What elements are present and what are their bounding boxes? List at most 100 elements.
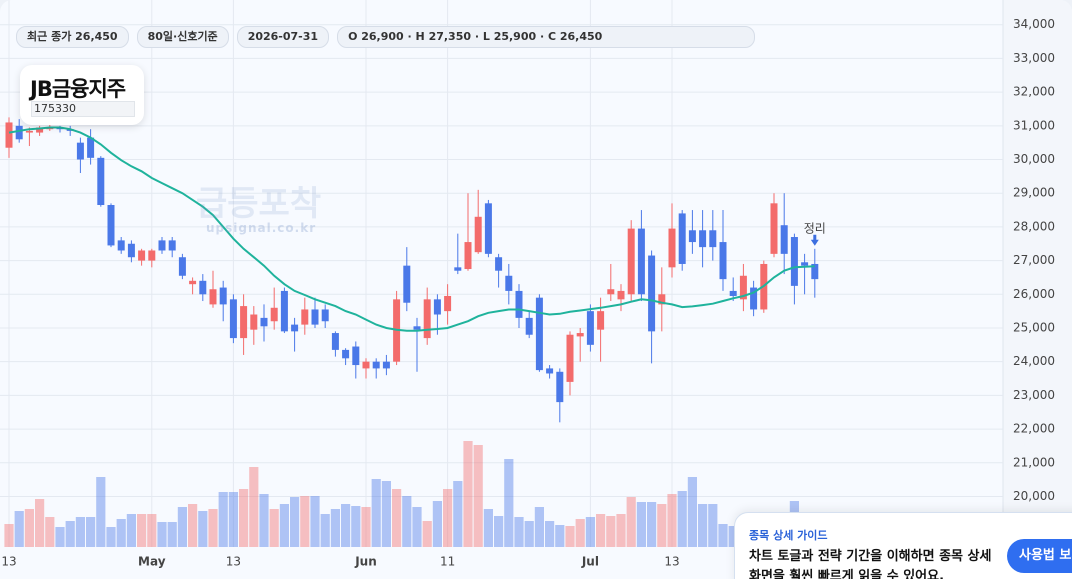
- candle-body: [566, 334, 574, 382]
- candle-body: [454, 267, 462, 271]
- y-tick-label: 29,000: [1013, 186, 1055, 200]
- volume-bar: [626, 497, 636, 547]
- volume-bar: [534, 507, 544, 547]
- annotation-arrow: [810, 234, 819, 246]
- stock-name: JB금융지주: [30, 77, 126, 101]
- volume-bar: [647, 502, 657, 547]
- candle-body: [107, 205, 115, 246]
- volume-bar: [65, 521, 75, 547]
- volume-bar: [636, 502, 646, 547]
- x-tick-label: 11: [440, 555, 455, 569]
- candle-body: [260, 317, 268, 327]
- volume-bar: [504, 459, 514, 547]
- volume-bar: [147, 514, 157, 547]
- candle-body: [209, 289, 217, 305]
- candle-body: [189, 280, 197, 285]
- candle-body: [97, 157, 105, 206]
- volume-bar: [728, 526, 738, 547]
- volume-bar: [86, 517, 96, 547]
- candle-body: [668, 228, 676, 268]
- candle-body: [750, 287, 758, 310]
- guide-popup: 종목 상세 가이드 차트 토글과 전략 기간을 이해하면 종목 상세 화면을 훨…: [734, 512, 1072, 579]
- candle-body: [464, 242, 472, 270]
- candle-body: [678, 213, 686, 264]
- candle-body: [342, 349, 350, 359]
- y-tick-label: 22,000: [1013, 422, 1055, 436]
- volume-bar: [494, 516, 504, 547]
- volume-bar: [228, 492, 238, 547]
- candle-body: [474, 216, 482, 253]
- candle-body: [423, 299, 431, 339]
- volume-bar: [269, 509, 279, 547]
- volume-bar: [361, 507, 371, 547]
- guide-text: 화면을 훨씬 빠르게 읽을 수 있어요.: [749, 569, 945, 579]
- volume-bar: [188, 504, 198, 547]
- volume-bar: [14, 511, 24, 547]
- candle-body: [729, 290, 737, 296]
- candle-body: [15, 125, 23, 140]
- candle-body: [321, 309, 329, 322]
- volume-bar: [218, 492, 228, 547]
- candle-body: [76, 142, 84, 160]
- volume-bar: [75, 517, 85, 547]
- volume-bar: [616, 514, 626, 547]
- volume-bar: [55, 527, 65, 547]
- candle-body: [36, 127, 44, 133]
- candle-body: [250, 314, 258, 330]
- volume-bar: [45, 517, 55, 547]
- candle-body: [403, 265, 411, 303]
- candle-body: [739, 275, 747, 300]
- volume-bar: [606, 516, 616, 547]
- candle-body: [168, 240, 176, 251]
- y-tick-label: 33,000: [1013, 51, 1055, 65]
- volume-bar: [677, 491, 687, 547]
- volume-bar: [718, 524, 728, 547]
- volume-bar: [116, 519, 126, 547]
- volume-bar: [351, 506, 361, 547]
- candle-body: [607, 289, 615, 295]
- moving-average: [8, 126, 815, 332]
- candle-body: [444, 295, 452, 312]
- candle-body: [413, 326, 421, 330]
- volume-bar: [687, 477, 697, 547]
- volume-bar: [463, 441, 473, 547]
- candle-body: [270, 307, 278, 322]
- volume-bar: [341, 504, 351, 547]
- volume-bar: [249, 467, 259, 547]
- candle-body: [495, 257, 503, 271]
- candle-body: [199, 280, 207, 295]
- candle-body: [25, 130, 33, 133]
- candle-body: [382, 361, 390, 369]
- volume-bar: [555, 525, 565, 547]
- candle-body: [127, 243, 135, 258]
- candle-body: [790, 237, 798, 286]
- volume-bar: [371, 479, 381, 547]
- volume-bar: [96, 477, 106, 547]
- candle-body: [525, 317, 533, 335]
- stock-box: JB금융지주 175330: [20, 65, 144, 125]
- candle-body: [331, 333, 339, 350]
- volume-bar: [422, 521, 432, 547]
- x-tick-label: 13: [1, 555, 16, 569]
- candle-body: [515, 290, 523, 318]
- candle-body: [311, 309, 319, 325]
- volume-bar: [443, 489, 453, 547]
- annotation: 정리: [804, 221, 826, 235]
- chip: 80일·신호기준: [136, 26, 229, 48]
- y-tick-label: 31,000: [1013, 118, 1055, 132]
- y-tick-label: 24,000: [1013, 354, 1055, 368]
- x-tick-label: Jun: [354, 555, 377, 569]
- volume-bar: [432, 501, 442, 547]
- candle-body: [801, 262, 809, 266]
- volume-bar: [381, 481, 391, 547]
- chip: 2026-07-31: [236, 26, 330, 48]
- guide-button[interactable]: 사용법 보기: [1007, 539, 1072, 573]
- volume-bar: [473, 445, 483, 547]
- candle-body: [5, 122, 13, 148]
- volume-bar: [585, 517, 595, 547]
- candle-body: [699, 230, 707, 248]
- candle-body: [719, 242, 727, 280]
- candle-body: [484, 203, 492, 254]
